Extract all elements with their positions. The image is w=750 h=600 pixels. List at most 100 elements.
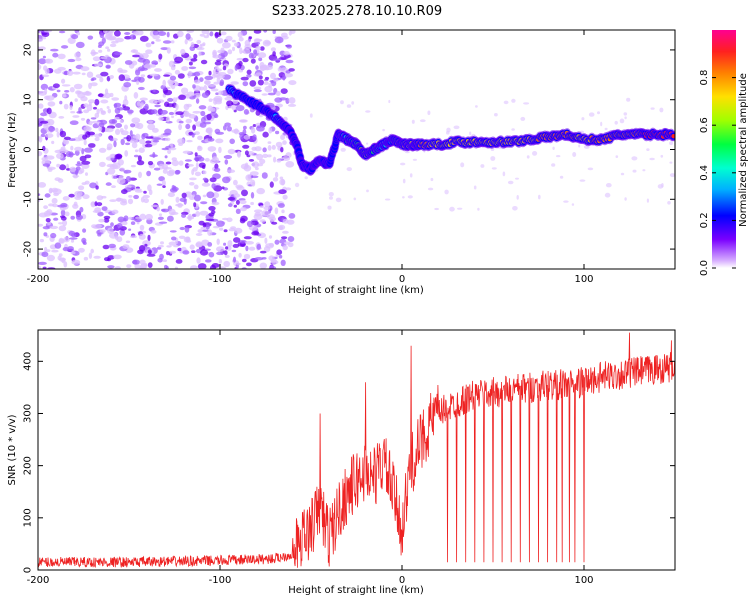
noise-speck [657, 184, 664, 189]
noise-blob [72, 115, 80, 118]
noise-blob [286, 44, 292, 49]
noise-blob [83, 139, 87, 146]
colorbar: 0.0 0.2 0.4 0.6 0.8 Normalized spectral ampl… [699, 30, 749, 276]
noise-blob [114, 51, 123, 56]
noise-blob [169, 230, 177, 233]
noise-speck [667, 201, 671, 205]
noise-blob [157, 31, 167, 36]
noise-blob [114, 266, 121, 269]
noise-blob [170, 40, 175, 44]
noise-blob [145, 140, 152, 144]
noise-speck [507, 180, 514, 185]
noise-blob [111, 209, 119, 214]
noise-blob [70, 251, 76, 255]
noise-blob [92, 210, 101, 213]
noise-blob [211, 263, 220, 268]
noise-blob [206, 127, 213, 134]
noise-blob [45, 133, 54, 139]
noise-blob [274, 171, 279, 178]
noise-blob [79, 168, 85, 174]
noise-blob [263, 81, 269, 86]
noise-blob [41, 251, 49, 258]
noise-blob [277, 67, 282, 72]
noise-blob [91, 120, 99, 124]
noise-blob [130, 123, 136, 128]
noise-blob [68, 193, 75, 198]
noise-speck [605, 183, 612, 188]
noise-blob [95, 185, 99, 190]
noise-speck [581, 117, 585, 121]
noise-blob [138, 171, 142, 178]
noise-speck [444, 189, 449, 195]
noise-blob [176, 30, 184, 38]
noise-blob [63, 261, 68, 268]
noise-speck [402, 178, 406, 184]
noise-blob [102, 244, 110, 250]
noise-blob [94, 133, 102, 138]
noise-blob [243, 109, 249, 115]
noise-blob [262, 147, 267, 153]
noise-blob [285, 97, 290, 104]
noise-speck [457, 207, 463, 210]
noise-speck [556, 155, 561, 158]
noise-blob [261, 93, 268, 96]
spectrogram-y-tick-label: -20 [23, 241, 34, 257]
noise-blob [264, 237, 268, 244]
noise-blob [261, 210, 270, 217]
noise-blob [224, 254, 230, 258]
noise-blob [193, 79, 201, 84]
noise-blob [38, 265, 41, 269]
noise-blob [235, 262, 241, 266]
noise-blob [51, 197, 58, 204]
noise-blob [190, 42, 195, 48]
noise-blob [187, 164, 194, 167]
noise-blob [175, 203, 184, 207]
noise-blob [67, 153, 76, 156]
noise-blob [267, 145, 272, 151]
noise-blob [222, 42, 231, 49]
noise-speck [515, 177, 519, 180]
noise-blob [192, 167, 198, 172]
noise-blob [81, 160, 91, 165]
noise-blob [124, 95, 128, 101]
noise-blob [190, 58, 198, 62]
noise-blob [272, 177, 279, 182]
noise-blob [226, 100, 234, 107]
noise-blob [284, 73, 293, 78]
noise-blob [186, 239, 192, 243]
noise-blob [184, 159, 192, 162]
noise-blob [195, 233, 203, 236]
noise-blob [45, 218, 51, 223]
noise-blob [175, 103, 179, 111]
noise-blob [100, 56, 108, 60]
noise-blob [71, 259, 81, 265]
noise-blob [58, 222, 63, 225]
noise-blob [155, 39, 161, 42]
noise-blob [202, 177, 208, 181]
noise-speck [523, 102, 530, 105]
noise-blob [85, 90, 90, 94]
spectrogram-y-tick-label: 0 [23, 146, 34, 152]
noise-speck [532, 151, 538, 156]
noise-blob [114, 30, 121, 37]
noise-blob [216, 59, 222, 62]
noise-blob [38, 58, 47, 65]
noise-blob [57, 178, 64, 183]
noise-blob [245, 245, 249, 252]
noise-blob [192, 84, 196, 89]
colorbar-label: Normalized spectral amplitude [738, 73, 749, 227]
noise-blob [232, 46, 235, 52]
noise-blob [59, 100, 63, 105]
noise-blob [280, 147, 284, 153]
noise-blob [104, 88, 109, 95]
noise-speck [304, 176, 308, 180]
noise-blob [161, 208, 166, 212]
noise-blob [188, 70, 193, 76]
noise-blob [69, 237, 78, 240]
noise-blob [271, 221, 278, 225]
noise-blob [56, 131, 60, 138]
noise-blob [101, 37, 106, 44]
noise-blob [158, 213, 163, 217]
noise-blob [42, 163, 51, 167]
noise-blob [147, 184, 152, 192]
